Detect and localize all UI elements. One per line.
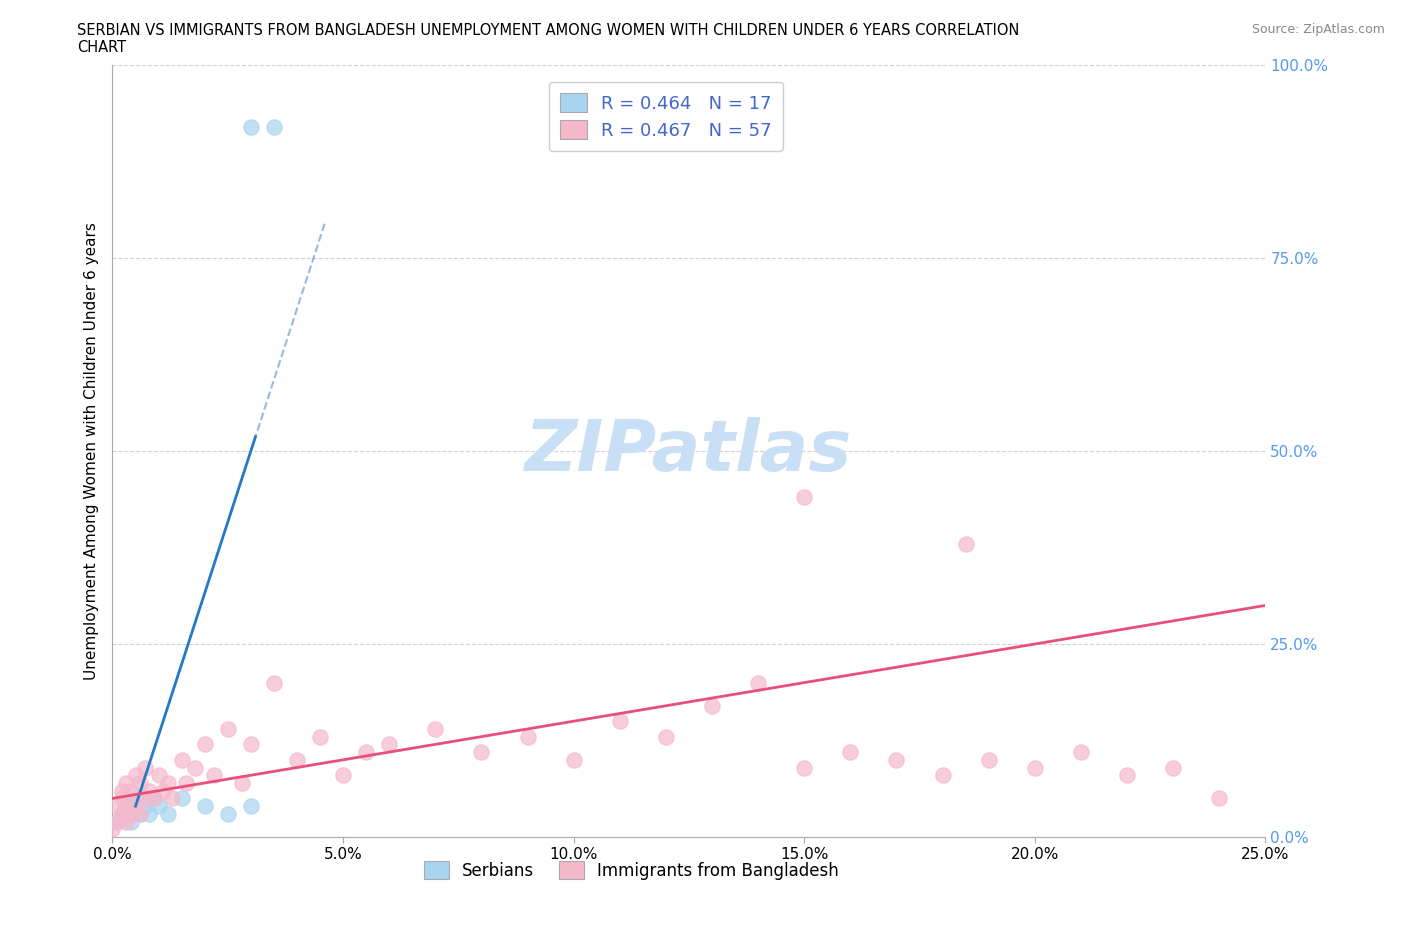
Point bbox=[101, 822, 124, 837]
Point bbox=[309, 729, 332, 744]
Point bbox=[174, 776, 197, 790]
Point bbox=[105, 814, 128, 829]
Point bbox=[156, 776, 179, 790]
Point bbox=[129, 806, 152, 821]
Point bbox=[124, 799, 146, 814]
Point bbox=[105, 799, 128, 814]
Point bbox=[1070, 745, 1092, 760]
Point bbox=[1161, 760, 1184, 775]
Point bbox=[217, 722, 239, 737]
Point bbox=[124, 768, 146, 783]
Point bbox=[156, 806, 179, 821]
Point bbox=[217, 806, 239, 821]
Point bbox=[111, 790, 134, 805]
Point bbox=[162, 790, 184, 805]
Point bbox=[143, 790, 166, 805]
Point bbox=[115, 799, 138, 814]
Point bbox=[354, 745, 377, 760]
Point bbox=[263, 675, 285, 690]
Point bbox=[194, 799, 217, 814]
Point bbox=[120, 806, 142, 821]
Point bbox=[239, 119, 262, 134]
Point bbox=[129, 776, 152, 790]
Point bbox=[111, 806, 134, 821]
Point bbox=[134, 760, 156, 775]
Point bbox=[839, 745, 862, 760]
Point bbox=[231, 776, 253, 790]
Point bbox=[239, 737, 262, 751]
Point bbox=[470, 745, 492, 760]
Text: ZIPatlas: ZIPatlas bbox=[526, 417, 852, 485]
Point bbox=[115, 776, 138, 790]
Text: CHART: CHART bbox=[77, 40, 127, 55]
Point bbox=[120, 783, 142, 798]
Point bbox=[152, 783, 174, 798]
Point bbox=[148, 768, 170, 783]
Point bbox=[134, 799, 156, 814]
Point bbox=[184, 760, 207, 775]
Point bbox=[115, 799, 138, 814]
Point bbox=[129, 806, 152, 821]
Point bbox=[124, 790, 146, 805]
Legend: Serbians, Immigrants from Bangladesh: Serbians, Immigrants from Bangladesh bbox=[416, 855, 846, 886]
Point bbox=[793, 490, 815, 505]
Y-axis label: Unemployment Among Women with Children Under 6 years: Unemployment Among Women with Children U… bbox=[83, 222, 98, 680]
Point bbox=[194, 737, 217, 751]
Point bbox=[120, 814, 142, 829]
Point bbox=[931, 768, 953, 783]
Point bbox=[609, 714, 631, 729]
Point bbox=[1208, 790, 1230, 805]
Point bbox=[263, 119, 285, 134]
Point bbox=[425, 722, 447, 737]
Text: SERBIAN VS IMMIGRANTS FROM BANGLADESH UNEMPLOYMENT AMONG WOMEN WITH CHILDREN UND: SERBIAN VS IMMIGRANTS FROM BANGLADESH UN… bbox=[77, 23, 1019, 38]
Point bbox=[138, 783, 160, 798]
Point bbox=[111, 783, 134, 798]
Point bbox=[700, 698, 723, 713]
Point bbox=[977, 752, 1000, 767]
Point bbox=[134, 790, 156, 805]
Point bbox=[285, 752, 308, 767]
Point bbox=[747, 675, 769, 690]
Point bbox=[562, 752, 585, 767]
Point bbox=[111, 806, 134, 821]
Point bbox=[239, 799, 262, 814]
Text: Source: ZipAtlas.com: Source: ZipAtlas.com bbox=[1251, 23, 1385, 36]
Point bbox=[378, 737, 401, 751]
Point bbox=[143, 790, 166, 805]
Point bbox=[170, 752, 193, 767]
Point bbox=[115, 814, 138, 829]
Point bbox=[655, 729, 678, 744]
Point bbox=[202, 768, 225, 783]
Point bbox=[170, 790, 193, 805]
Point bbox=[793, 760, 815, 775]
Point bbox=[1116, 768, 1139, 783]
Point bbox=[955, 537, 977, 551]
Point bbox=[105, 814, 128, 829]
Point bbox=[886, 752, 908, 767]
Point bbox=[332, 768, 354, 783]
Point bbox=[516, 729, 538, 744]
Point bbox=[138, 806, 160, 821]
Point bbox=[148, 799, 170, 814]
Point bbox=[1024, 760, 1046, 775]
